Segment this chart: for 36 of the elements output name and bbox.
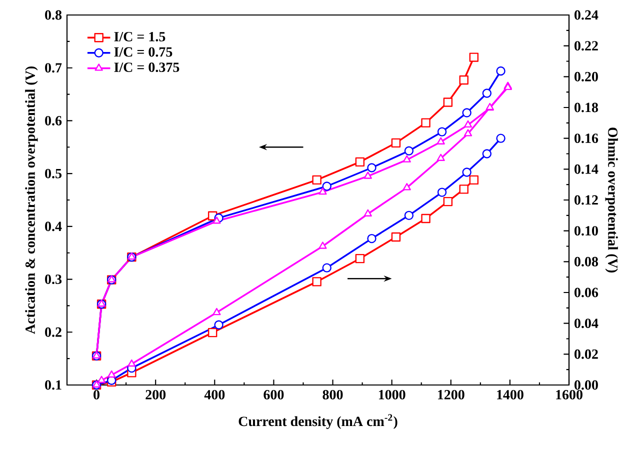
y2-tick-label: 0.12 <box>574 195 598 205</box>
x-axis-title: Current density (mA cm$^{-2}$) <box>238 414 398 429</box>
y2-tick-label: 0.24 <box>574 10 598 20</box>
y-tick-label: 0.4 <box>45 222 62 232</box>
x-tick-label: 1200 <box>438 390 464 400</box>
y2-tick-label: 0.10 <box>574 226 598 236</box>
y2-tick-label: 0.08 <box>574 256 598 266</box>
x-tick-label: 400 <box>204 390 225 400</box>
y2-axis-title: Ohmic overpotential (V) <box>605 128 618 272</box>
x-tick-label: 1000 <box>378 390 406 400</box>
y2-tick-label: 0.18 <box>574 102 598 112</box>
y2-tick-label: 0.20 <box>574 72 598 82</box>
y-tick-label: 0.8 <box>45 10 62 20</box>
x-tick-label: 1600 <box>556 390 582 400</box>
y-tick-label: 0.1 <box>45 380 62 390</box>
y2-tick-label: 0.04 <box>574 318 598 328</box>
y-axis-title: Actication & concentration overpotential (V) <box>25 66 38 334</box>
x-tick-label: 800 <box>322 390 343 400</box>
y-tick-label: 0.6 <box>45 116 62 126</box>
legend-label: I/C = 0.375 <box>114 62 180 72</box>
y2-tick-label: 0.00 <box>574 380 598 390</box>
legend-label: I/C = 0.75 <box>114 47 172 57</box>
y2-tick-label: 0.14 <box>574 164 598 174</box>
legend-label: I/C = 1.5 <box>114 32 166 42</box>
y2-tick-label: 0.06 <box>574 288 598 298</box>
x-tick-label: 600 <box>264 390 284 400</box>
x-tick-label: 200 <box>146 390 166 400</box>
y2-tick-label: 0.16 <box>574 134 598 144</box>
y2-tick-label: 0.02 <box>574 349 598 359</box>
y2-tick-label: 0.22 <box>574 41 598 51</box>
y-tick-label: 0.7 <box>45 63 62 73</box>
x-tick-label: 1400 <box>497 390 524 400</box>
y-tick-label: 0.5 <box>45 168 62 178</box>
y-tick-label: 0.2 <box>45 327 62 337</box>
x-tick-label: 0 <box>94 390 100 400</box>
y-tick-label: 0.3 <box>45 274 62 284</box>
